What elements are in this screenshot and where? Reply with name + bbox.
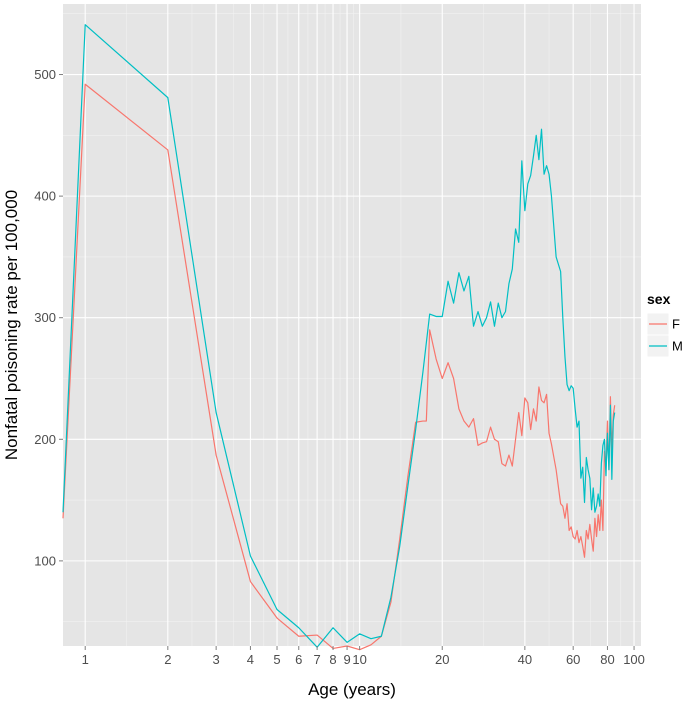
legend: sex FM bbox=[646, 291, 683, 358]
x-tick-label: 8 bbox=[329, 652, 336, 667]
y-axis-ticks: 100 200 300 400 500 bbox=[34, 67, 63, 568]
major-gridlines bbox=[63, 4, 641, 646]
x-tick-label: 3 bbox=[213, 652, 220, 667]
x-tick-label: 100 bbox=[623, 652, 645, 667]
x-tick-label: 60 bbox=[566, 652, 580, 667]
x-tick-label: 9 bbox=[343, 652, 350, 667]
x-tick-label: 1 bbox=[82, 652, 89, 667]
y-tick-label: 500 bbox=[34, 67, 56, 82]
y-tick-label: 200 bbox=[34, 432, 56, 447]
x-tick-label: 10 bbox=[352, 652, 366, 667]
x-tick-label: 2 bbox=[164, 652, 171, 667]
legend-title: sex bbox=[647, 291, 671, 307]
y-tick-label: 400 bbox=[34, 189, 56, 204]
x-tick-label: 7 bbox=[314, 652, 321, 667]
x-tick-label: 4 bbox=[247, 652, 254, 667]
y-tick-label: 100 bbox=[34, 553, 56, 568]
x-tick-label: 5 bbox=[273, 652, 280, 667]
y-tick-label: 300 bbox=[34, 310, 56, 325]
x-axis-ticks: 1 2 3 4 5 6 7 8 9 10 20 40 60 80 100 bbox=[82, 646, 645, 667]
legend-label-m: M bbox=[672, 339, 683, 354]
x-tick-label: 20 bbox=[435, 652, 449, 667]
legend-label-f: F bbox=[672, 317, 680, 332]
series-layer bbox=[62, 24, 616, 651]
x-tick-label: 80 bbox=[600, 652, 614, 667]
x-tick-label: 6 bbox=[295, 652, 302, 667]
x-tick-label: 40 bbox=[518, 652, 532, 667]
x-axis-title: Age (years) bbox=[308, 680, 396, 699]
series-line-f bbox=[62, 83, 616, 651]
plot-panel bbox=[63, 4, 641, 646]
series-line-m bbox=[62, 24, 616, 648]
y-axis-title: Nonfatal poisoning rate per 100,000 bbox=[2, 190, 21, 460]
